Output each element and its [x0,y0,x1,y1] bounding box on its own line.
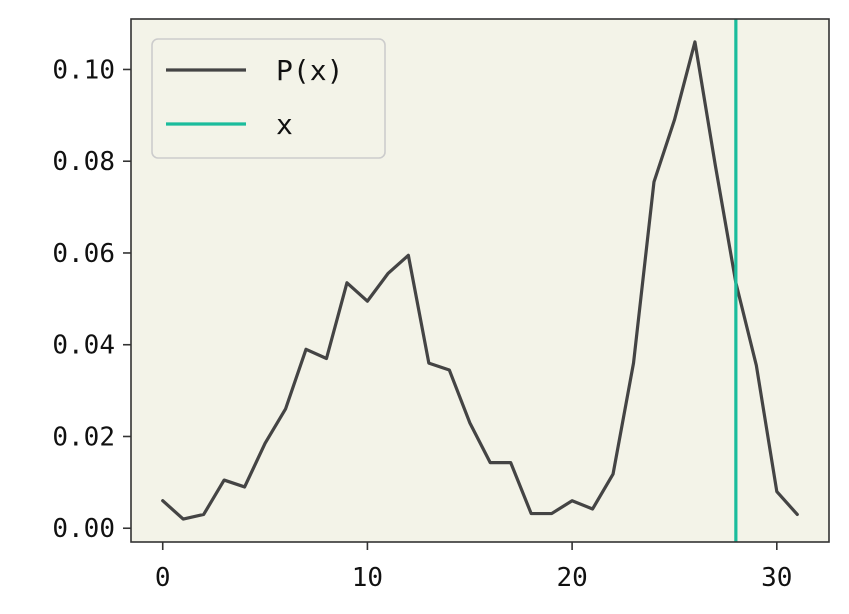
legend: P(x) x [151,38,386,159]
x-axis-ticks: 0 10 20 30 [155,542,792,593]
legend-label-x: x [276,108,293,141]
x-tick-label: 30 [761,563,792,593]
legend-box [151,38,386,159]
y-axis-ticks: 0.00 0.02 0.04 0.06 0.08 0.10 [52,55,131,544]
y-tick-label: 0.08 [52,147,115,177]
x-tick-label: 10 [352,563,383,593]
legend-label-p-x: P(x) [276,54,343,87]
x-tick-label: 20 [556,563,587,593]
y-tick-label: 0.06 [52,239,115,269]
y-tick-label: 0.00 [52,514,115,544]
y-tick-label: 0.02 [52,422,115,452]
y-tick-label: 0.10 [52,55,115,85]
x-tick-label: 0 [155,563,171,593]
series-layer [161,40,799,521]
y-tick-label: 0.04 [52,331,115,361]
series-line-p-x [161,40,799,521]
plot-frame [130,18,830,543]
